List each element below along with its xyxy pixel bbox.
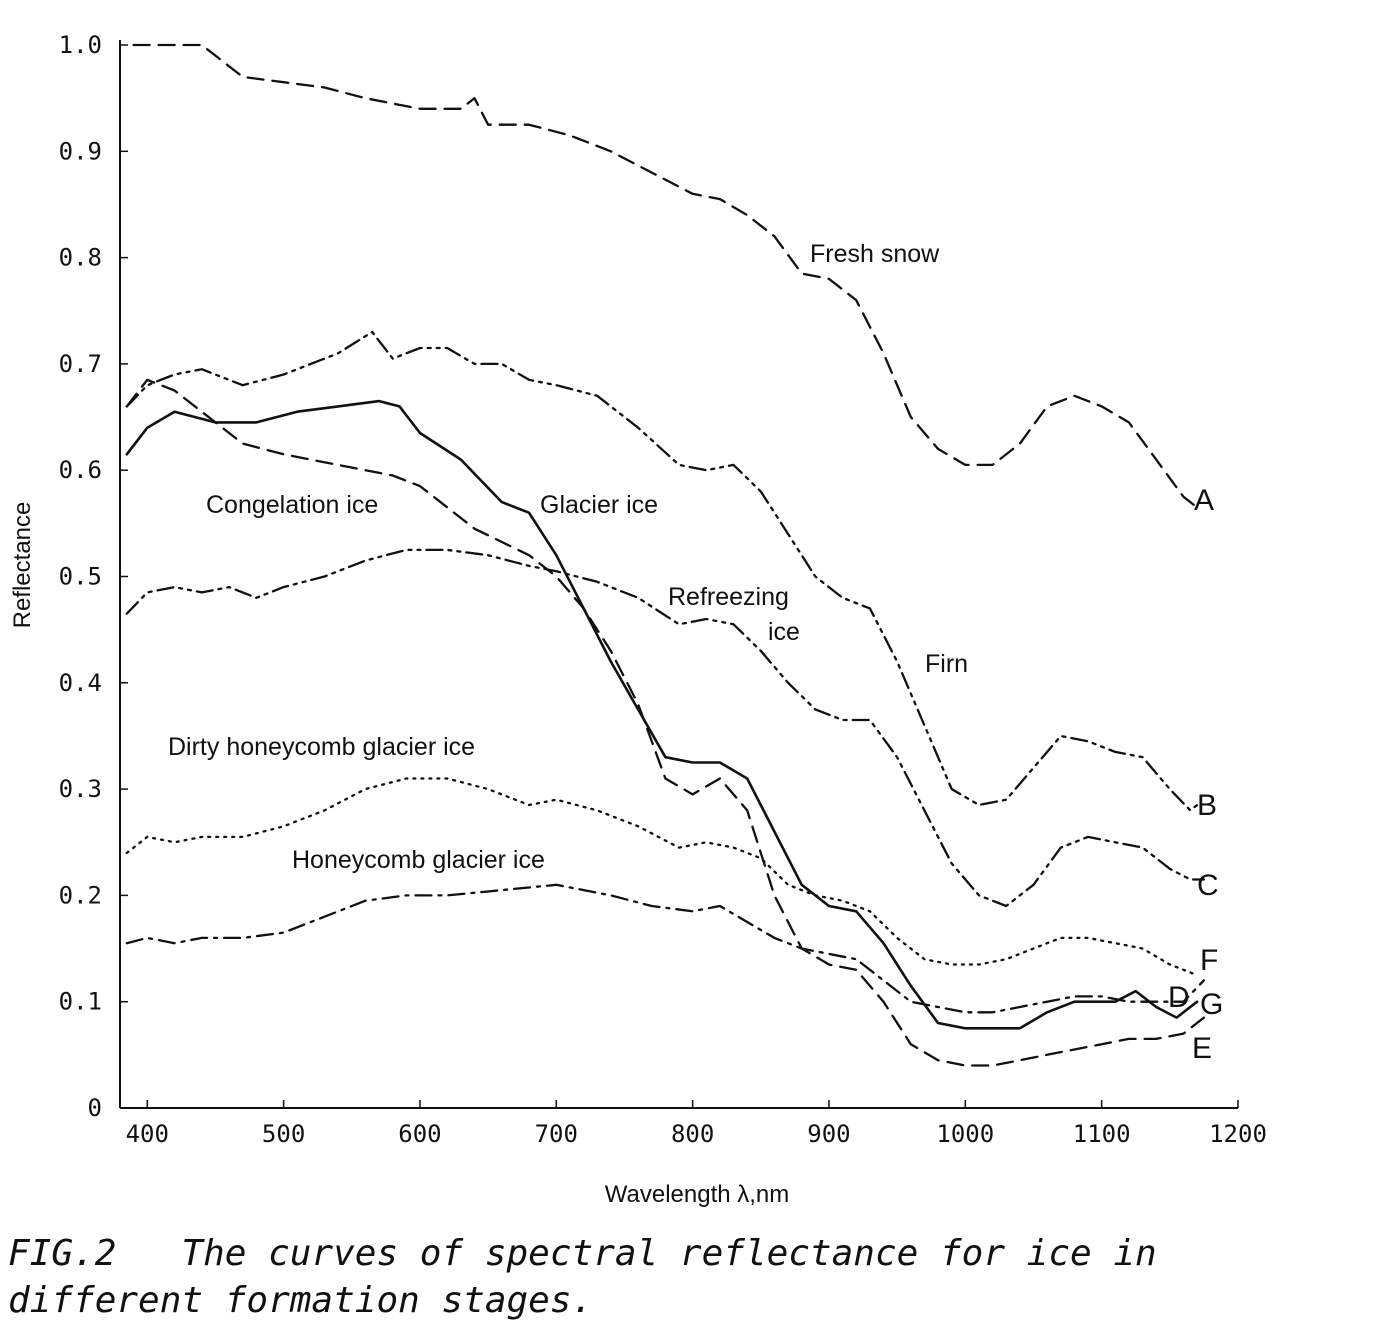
curve-letter-g: G: [1200, 988, 1223, 1021]
x-ticks: 400 500 600 700 800 900 1000 1100 1200: [126, 1100, 1267, 1148]
x-axis-label: Wavelength λ,nm: [605, 1181, 790, 1208]
y-tick-label: 0.9: [59, 137, 102, 165]
figure-caption-line-2: different formation stages.: [8, 1280, 594, 1321]
y-tick-label: 0.2: [59, 881, 102, 909]
curve-label-c: Refreezing ice: [668, 583, 800, 646]
figure-caption-line-1: FIG.2 The curves of spectral reflectance…: [8, 1233, 1157, 1274]
series-line-g: [125, 883, 1206, 1014]
reflectance-chart: 0 0.1 0.2 0.3 0.4 0.5 0.6 0.7 0.8 0.9 1.0 400 500 60…: [9, 31, 1267, 1208]
series-line-c: [125, 548, 1206, 908]
y-tick-label: 0.6: [59, 456, 102, 484]
y-tick-label: 1.0: [59, 31, 102, 59]
series-line-b: [125, 330, 1199, 812]
x-tick-label: 900: [807, 1120, 850, 1148]
x-tick-label: 500: [262, 1120, 305, 1148]
y-tick-label: 0.4: [59, 669, 102, 697]
y-tick-label: 0.5: [59, 563, 102, 591]
curve-letter-d: D: [1168, 981, 1190, 1014]
y-tick-label: 0.3: [59, 775, 102, 803]
y-tick-label: 0: [88, 1094, 102, 1122]
curve-letter-c: C: [1197, 869, 1219, 902]
curve-label-g: Honeycomb glacier ice: [292, 846, 545, 874]
series-line-e: [125, 378, 1206, 1067]
series-labels: Fresh snow A Firn B Refreezing ice C Glacier ic…: [168, 240, 1223, 1065]
y-ticks: 0 0.1 0.2 0.3 0.4 0.5 0.6 0.7 0.8 0.9 1.0: [59, 31, 128, 1122]
curve-letter-f: F: [1200, 944, 1218, 977]
x-tick-label: 1100: [1073, 1120, 1131, 1148]
curve-label-a: Fresh snow: [810, 240, 940, 268]
series-line-a: [132, 43, 1199, 509]
series-line-f: [125, 777, 1199, 977]
curve-label-f: Dirty honeycomb glacier ice: [168, 733, 475, 761]
axes: [119, 40, 1238, 1109]
x-tick-label: 400: [126, 1120, 169, 1148]
y-tick-label: 0.8: [59, 244, 102, 272]
curve-label-b: Firn: [925, 650, 968, 678]
y-axis-label: Reflectance: [9, 502, 36, 629]
y-tick-label: 0.7: [59, 350, 102, 378]
x-tick-label: 600: [398, 1120, 441, 1148]
curve-letter-a: A: [1194, 484, 1214, 517]
curve-letter-b: B: [1197, 789, 1217, 822]
curve-label-e: Congelation ice: [206, 491, 378, 519]
curve-letter-e: E: [1192, 1032, 1212, 1065]
x-tick-label: 1000: [936, 1120, 994, 1148]
x-tick-label: 1200: [1209, 1120, 1267, 1148]
x-tick-label: 800: [671, 1120, 714, 1148]
y-tick-label: 0.1: [59, 988, 102, 1016]
series-lines: [125, 43, 1206, 1067]
series-line-d: [125, 399, 1199, 1030]
x-tick-label: 700: [535, 1120, 578, 1148]
curve-label-d: Glacier ice: [540, 491, 658, 519]
